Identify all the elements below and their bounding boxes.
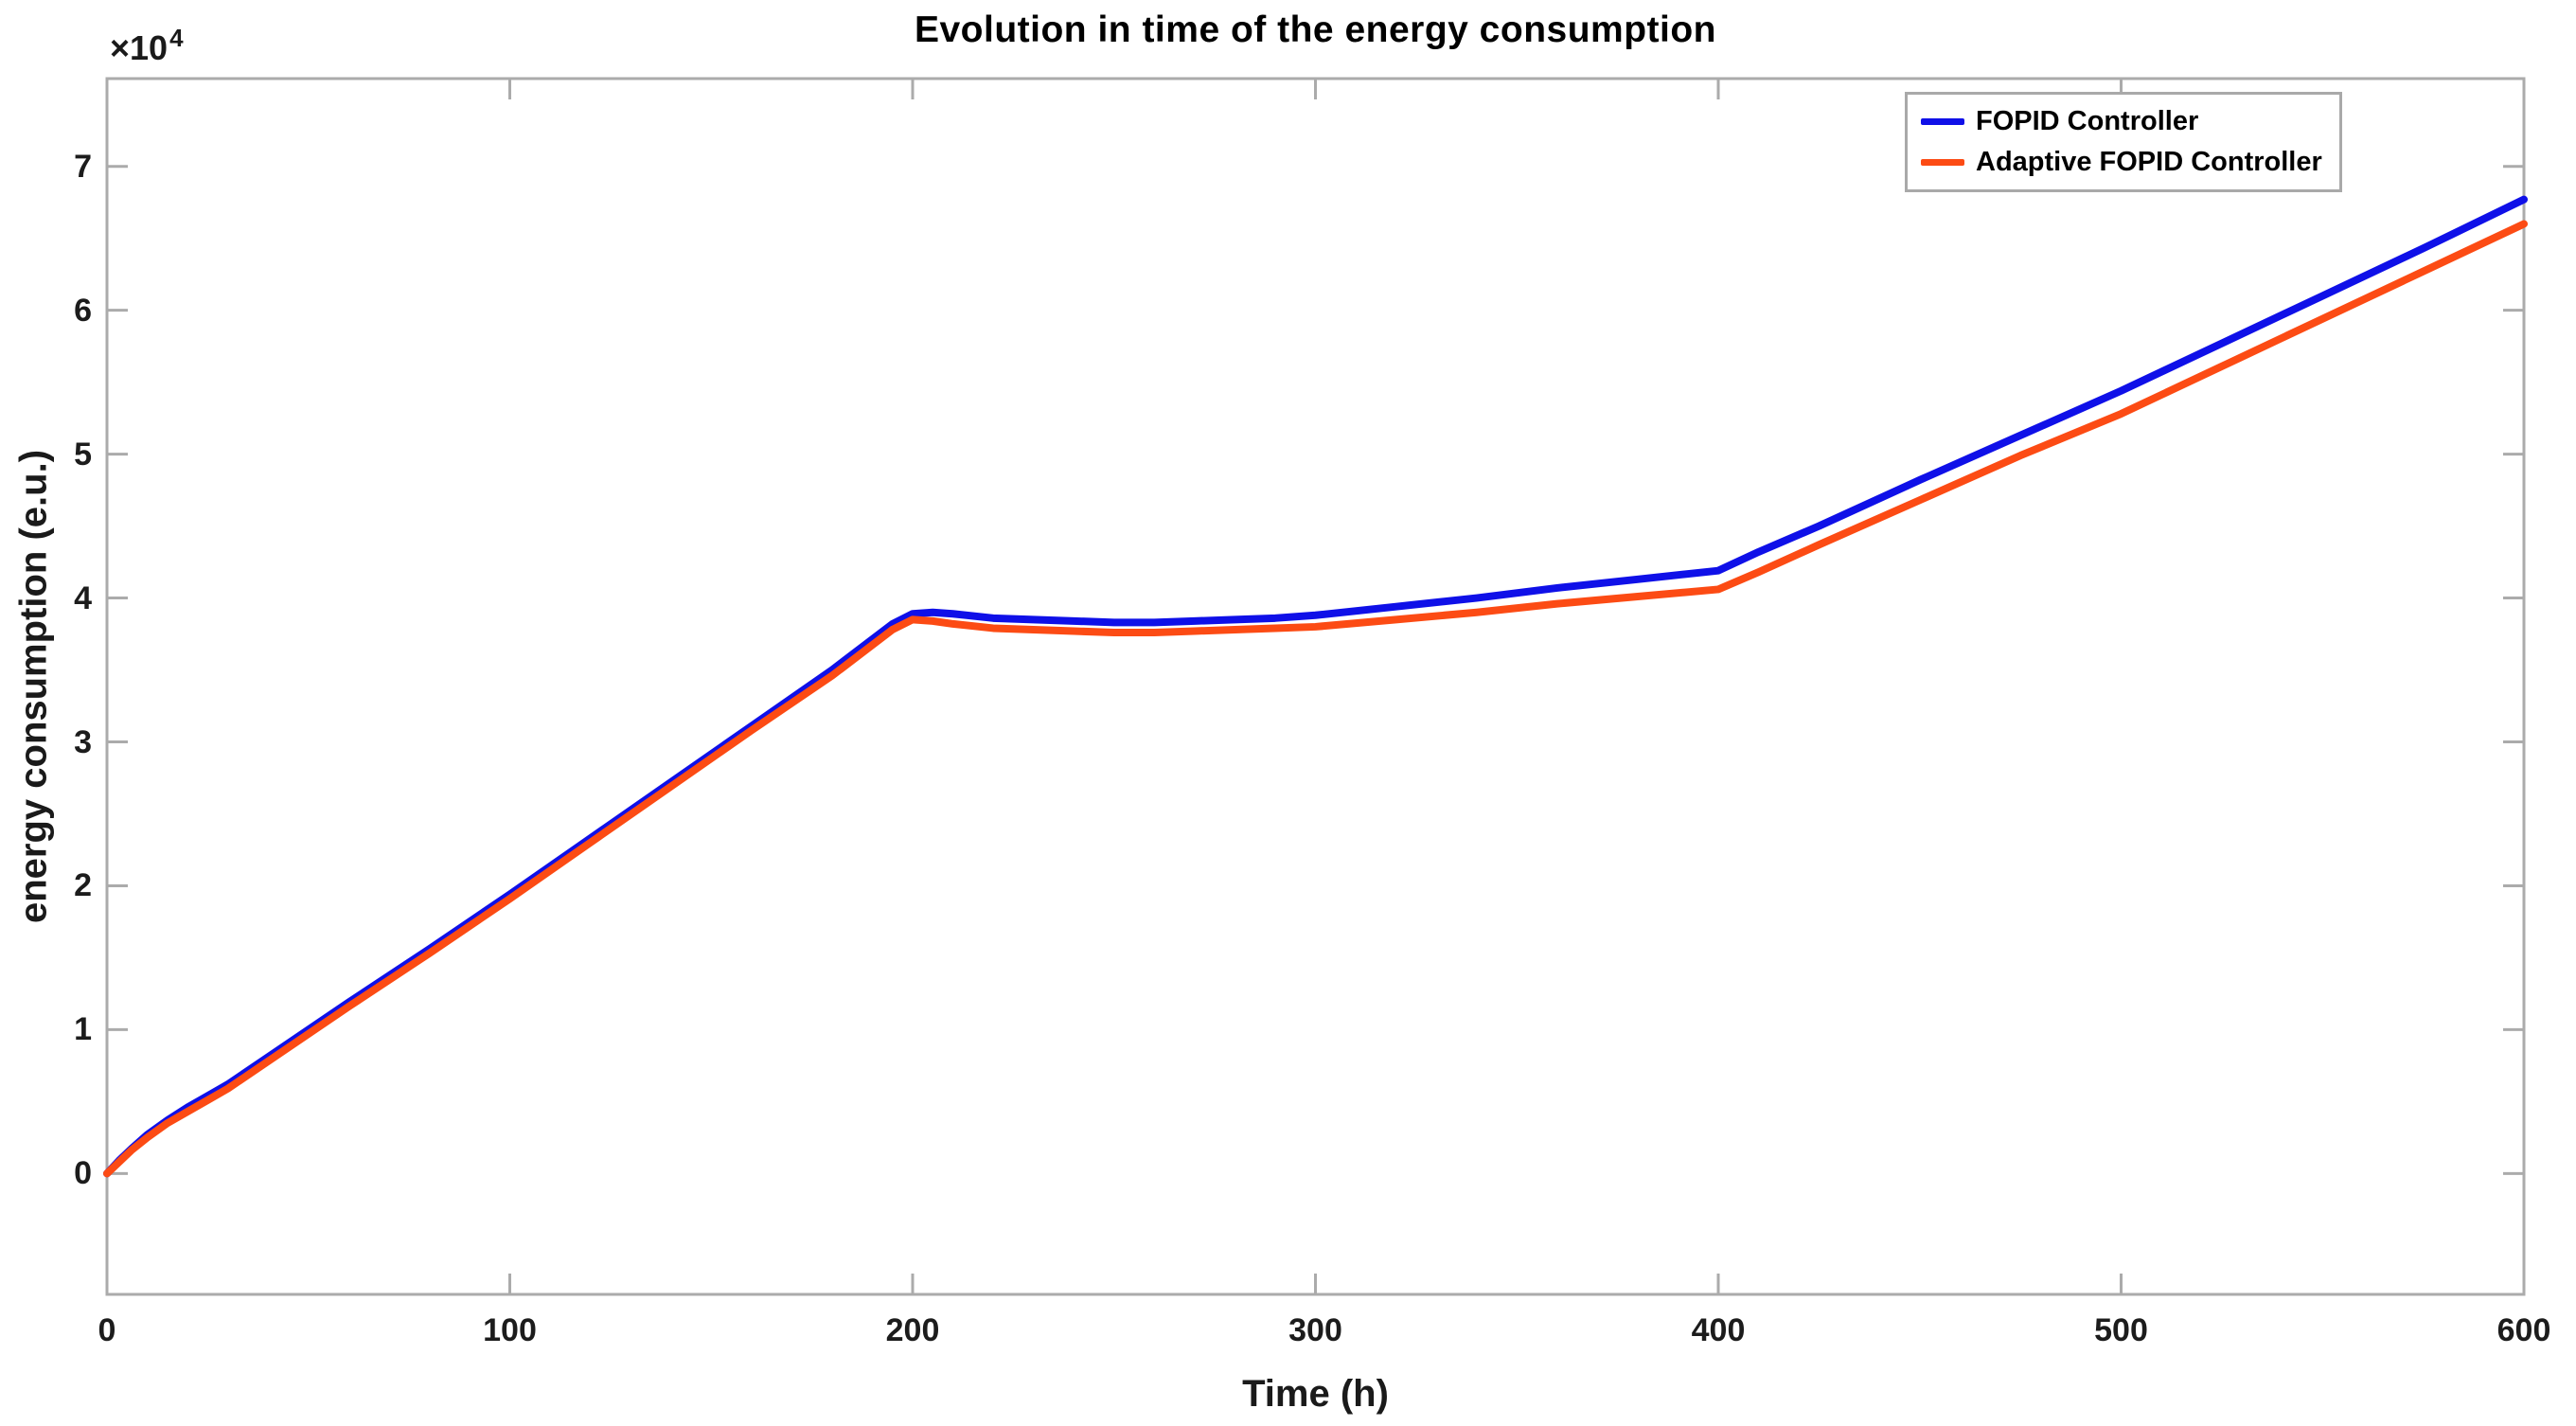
x-tick-label: 400 [1691, 1312, 1746, 1348]
fopid-line [103, 195, 2528, 1178]
y-tick-label: 3 [74, 723, 92, 760]
y-axis-exponent: ×104 [110, 24, 184, 68]
legend-item-fopid: FOPID Controller [1921, 106, 2322, 137]
y-tick-label: 4 [74, 579, 92, 616]
adaptive-fopid-line-swatch [1921, 159, 1964, 166]
x-tick-label: 500 [2094, 1312, 2148, 1348]
x-tick-label: 0 [98, 1312, 116, 1348]
plot-box [105, 77, 2526, 1296]
fopid-line-swatch [1921, 118, 1964, 125]
x-tick-label: 100 [483, 1312, 537, 1348]
y-tick-label: 2 [74, 867, 92, 904]
y-tick-label: 0 [74, 1155, 92, 1192]
x-tick-label: 600 [2496, 1312, 2551, 1348]
y-tick-label: 1 [74, 1011, 92, 1048]
legend: FOPID Controller Adaptive FOPID Controll… [1905, 92, 2342, 192]
y-tick-label: 6 [74, 292, 92, 329]
adaptive-fopid-line [103, 220, 2528, 1178]
x-tick-label: 300 [1288, 1312, 1342, 1348]
chart-title: Evolution in time of the energy consumpt… [914, 9, 1717, 50]
y-tick-label: 5 [74, 436, 92, 472]
legend-item-adaptive-fopid: Adaptive FOPID Controller [1921, 147, 2322, 178]
y-axis-exponent-base: ×10 [110, 28, 169, 67]
legend-label-adaptive-fopid: Adaptive FOPID Controller [1976, 147, 2322, 177]
legend-label-fopid: FOPID Controller [1976, 106, 2199, 136]
y-axis-exponent-power: 4 [169, 24, 184, 52]
y-axis-label: energy consumption (e.u.) [12, 449, 55, 924]
x-axis-label: Time (h) [1242, 1373, 1389, 1415]
y-tick-label: 7 [74, 148, 92, 185]
x-tick-label: 200 [885, 1312, 940, 1348]
